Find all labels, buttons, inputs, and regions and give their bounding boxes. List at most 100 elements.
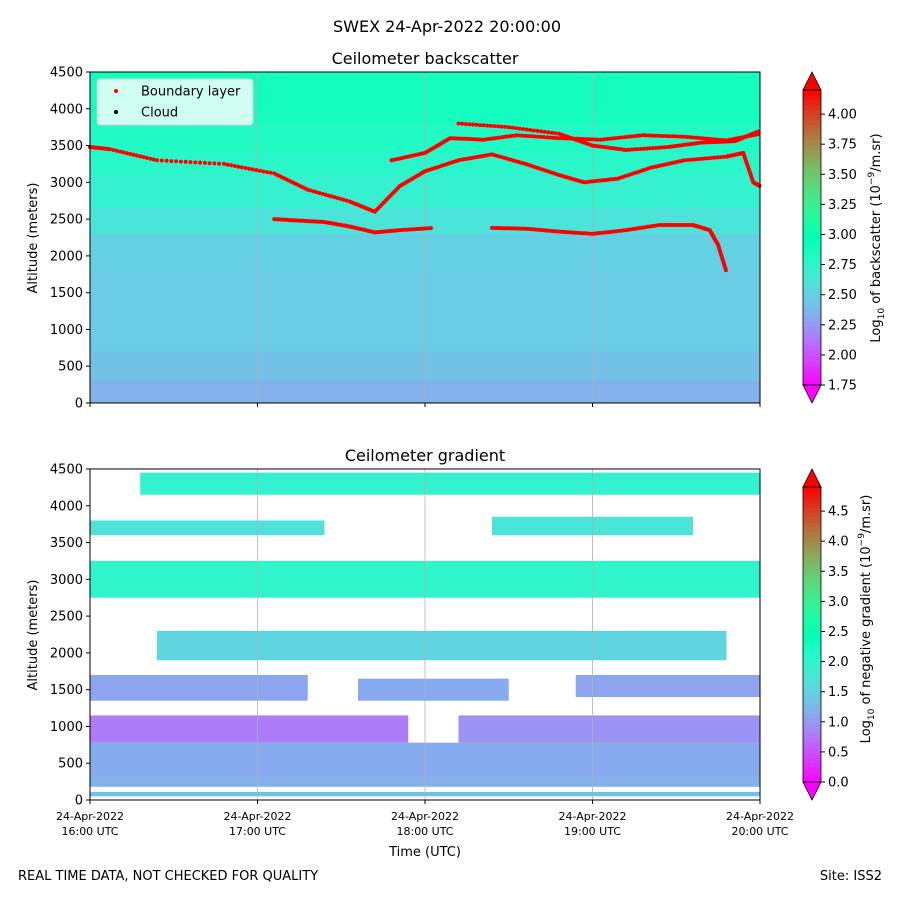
boundary-layer-point xyxy=(239,165,244,170)
boundary-layer-point xyxy=(644,146,649,151)
boundary-layer-point xyxy=(641,146,646,151)
boundary-layer-point xyxy=(496,124,500,129)
boundary-layer-point xyxy=(326,193,331,198)
y-tick-label: 1500 xyxy=(50,286,83,301)
colorbar-tick-label: 2.75 xyxy=(828,258,857,273)
colorbar-segment xyxy=(803,222,821,229)
boundary-layer-point xyxy=(546,130,551,135)
colorbar-segment xyxy=(803,321,821,327)
colorbar-tick-label: 3.00 xyxy=(828,228,857,243)
colorbar-segment xyxy=(803,688,821,695)
boundary-layer-point xyxy=(607,136,612,141)
boundary-layer-point xyxy=(682,134,687,139)
colorbar-segment xyxy=(803,247,821,253)
legend: Boundary layer Cloud xyxy=(96,78,254,126)
boundary-layer-point xyxy=(682,158,687,163)
colorbar-segment xyxy=(803,345,821,352)
boundary-layer-point xyxy=(460,121,465,126)
boundary-layer-point xyxy=(329,194,334,199)
colorbar-segment xyxy=(803,521,821,527)
legend-box xyxy=(96,78,254,126)
boundary-layer-point xyxy=(268,170,273,175)
boundary-layer-point xyxy=(332,195,337,200)
boundary-layer-point xyxy=(685,158,690,162)
boundary-layer-point xyxy=(232,164,237,168)
boundary-layer-point xyxy=(697,157,702,161)
colorbar-segment xyxy=(803,242,821,248)
colorbar-segment xyxy=(803,252,821,258)
colorbar-segment xyxy=(803,193,821,199)
colorbar-segment xyxy=(803,158,821,165)
boundary-layer-point xyxy=(323,192,328,197)
colorbar-segment xyxy=(803,531,821,537)
boundary-layer-point xyxy=(121,150,126,155)
boundary-layer-point xyxy=(524,127,529,132)
colorbar-segment xyxy=(803,188,821,194)
backscatter-x-ticks xyxy=(89,403,761,407)
colorbar-segment xyxy=(803,659,821,665)
boundary-layer-point xyxy=(144,155,149,160)
colorbar-segment xyxy=(803,629,821,636)
boundary-layer-point xyxy=(670,134,675,139)
colorbar-tick-label: 0.5 xyxy=(828,745,849,760)
boundary-layer-point xyxy=(485,123,490,128)
boundary-layer-point xyxy=(656,145,661,150)
quality-disclaimer: REAL TIME DATA, NOT CHECKED FOR QUALITY xyxy=(18,869,319,884)
gradient-title: Ceilometer gradient xyxy=(345,446,505,465)
boundary-layer-point xyxy=(756,129,761,134)
colorbar-segment xyxy=(803,257,821,263)
x-tick-time: 17:00 UTC xyxy=(229,825,286,838)
colorbar-tick-label: 3.50 xyxy=(828,168,857,183)
boundary-layer-point xyxy=(624,148,628,152)
boundary-layer-point xyxy=(718,155,723,160)
x-axis-label: Time (UTC) xyxy=(388,845,461,860)
boundary-layer-point xyxy=(261,169,266,174)
boundary-layer-point xyxy=(530,134,535,139)
boundary-layer-point xyxy=(207,161,212,166)
colorbar-segment xyxy=(803,271,821,278)
colorbar-segment xyxy=(803,516,821,523)
boundary-layer-point xyxy=(542,135,546,140)
boundary-layer-point xyxy=(503,124,508,129)
colorbar-segment xyxy=(803,330,821,337)
boundary-layer-point xyxy=(114,148,119,153)
colorbar-segment xyxy=(803,737,821,744)
colorbar-segment xyxy=(803,99,821,106)
colorbar-frame xyxy=(802,486,822,783)
boundary-layer-point xyxy=(647,146,652,151)
boundary-layer-point xyxy=(553,131,558,136)
boundary-layer-point xyxy=(539,129,544,134)
boundary-layer-point xyxy=(551,135,555,140)
boundary-layer-point xyxy=(236,164,241,169)
boundary-layer-point xyxy=(118,149,123,154)
colorbar-segment xyxy=(803,526,821,532)
boundary-layer-point xyxy=(225,162,230,167)
colorbar-extend-min xyxy=(802,384,822,404)
boundary-layer-point xyxy=(320,191,325,196)
boundary-layer-point xyxy=(524,133,529,138)
boundary-layer-point xyxy=(518,133,523,138)
boundary-layer-point xyxy=(499,124,504,129)
boundary-layer-point xyxy=(155,158,159,163)
colorbar-segment xyxy=(803,90,821,96)
colorbar-segment xyxy=(803,163,821,170)
colorbar-segment xyxy=(803,267,821,273)
colorbar-segment xyxy=(803,237,821,244)
colorbar-segment xyxy=(803,212,821,219)
colorbar-tick-label: 1.75 xyxy=(828,379,857,394)
colorbar-segment xyxy=(803,119,821,126)
colorbar-segment xyxy=(803,693,821,700)
boundary-layer-point xyxy=(151,157,156,162)
boundary-layer-point xyxy=(616,135,621,140)
boundary-layer-point xyxy=(664,134,669,139)
boundary-layer-point xyxy=(521,133,526,138)
boundary-layer-point xyxy=(492,124,497,129)
x-tick-date: 24-Apr-2022 xyxy=(223,810,291,823)
colorbar-segment xyxy=(803,326,821,332)
boundary-layer-point xyxy=(640,133,645,138)
backscatter-y-ticks: 0 500 1000 1500 2000 2500 3000 3500 4000 4500 xyxy=(50,66,90,412)
boundary-layer-point xyxy=(633,147,637,152)
x-tick-time: 16:00 UTC xyxy=(61,825,118,838)
heatmap-band xyxy=(458,715,760,743)
boundary-layer-point xyxy=(174,159,179,164)
